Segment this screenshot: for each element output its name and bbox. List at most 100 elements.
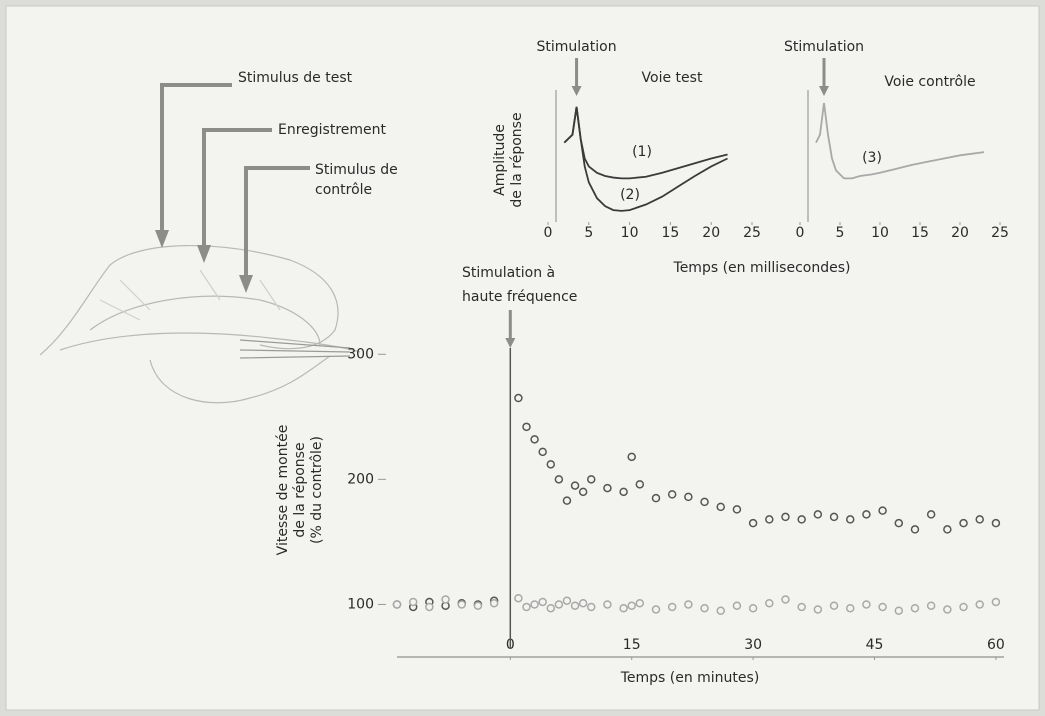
x-tick-label: 25 (743, 225, 761, 241)
diagram-label: Stimulus de test (238, 70, 353, 86)
x-tick-label: 20 (702, 225, 720, 241)
data-point (547, 461, 554, 468)
data-point (733, 506, 740, 513)
x-tick-label: 15 (623, 637, 641, 653)
data-point (531, 436, 538, 443)
x-tick-label: 20 (951, 225, 969, 241)
annotation-label: Stimulation (784, 39, 864, 55)
y-axis-label: de la réponse (292, 442, 308, 537)
data-point (458, 601, 465, 608)
y-axis-label: de la réponse (509, 112, 525, 207)
data-point (531, 601, 538, 608)
data-point (701, 605, 708, 612)
data-point (685, 601, 692, 608)
data-point (750, 520, 757, 527)
data-point (628, 453, 635, 460)
y-axis-label: Amplitude (492, 124, 508, 196)
x-tick-label: 15 (911, 225, 929, 241)
data-point (717, 607, 724, 614)
data-point (944, 526, 951, 533)
data-point (539, 598, 546, 605)
data-point (766, 600, 773, 607)
series-label: (3) (862, 150, 882, 166)
data-point (879, 603, 886, 610)
data-point (782, 596, 789, 603)
x-axis-label: Temps (en millisecondes) (673, 260, 851, 276)
x-tick-label: 15 (661, 225, 679, 241)
data-point (410, 598, 417, 605)
annotation-label: haute fréquence (462, 289, 577, 305)
x-tick-label: 10 (871, 225, 889, 241)
data-point (911, 605, 918, 612)
data-point (491, 600, 498, 607)
data-point (580, 488, 587, 495)
diagram-label: Enregistrement (278, 122, 387, 138)
data-point (733, 602, 740, 609)
data-point (863, 601, 870, 608)
data-point (976, 601, 983, 608)
data-point (814, 606, 821, 613)
x-axis-label: Temps (en minutes) (620, 670, 760, 686)
data-point (604, 601, 611, 608)
data-point (669, 603, 676, 610)
y-axis-label: (% du contrôle) (309, 436, 325, 544)
x-tick-label: 10 (621, 225, 639, 241)
x-tick-label: 5 (584, 225, 593, 241)
data-point (394, 601, 401, 608)
data-point (620, 488, 627, 495)
y-tick-label: 100 (347, 596, 374, 612)
data-point (563, 597, 570, 604)
diagram-label: contrôle (315, 182, 372, 198)
data-point (685, 493, 692, 500)
figure: Stimulus de test Enregistrement Stimulus d… (0, 0, 1045, 716)
data-point (944, 606, 951, 613)
data-point (895, 607, 902, 614)
series-label: (2) (620, 187, 640, 203)
data-point (814, 511, 821, 518)
data-point (798, 516, 805, 523)
data-point (911, 526, 918, 533)
annotation-label: Stimulation à (462, 265, 555, 281)
data-point (588, 603, 595, 610)
data-point (863, 511, 870, 518)
data-point (426, 603, 433, 610)
data-point (523, 423, 530, 430)
data-point (442, 596, 449, 603)
data-point (572, 602, 579, 609)
data-point (555, 601, 562, 608)
data-point (555, 476, 562, 483)
y-axis-label: Vitesse de montée (275, 425, 291, 556)
data-point (628, 602, 635, 609)
data-point (831, 602, 838, 609)
x-tick-label: 45 (866, 637, 884, 653)
series-label: (1) (632, 144, 652, 160)
annotation-label: Stimulation (537, 39, 617, 55)
data-point (717, 503, 724, 510)
data-point (636, 481, 643, 488)
data-point (879, 507, 886, 514)
diagram-label: Stimulus de (315, 162, 398, 178)
data-point (992, 598, 999, 605)
data-point (895, 520, 902, 527)
data-point (847, 605, 854, 612)
y-tick-label: 200 (347, 471, 374, 487)
data-point (928, 602, 935, 609)
data-point (588, 476, 595, 483)
data-point (572, 482, 579, 489)
data-point (831, 513, 838, 520)
data-point (563, 497, 570, 504)
x-tick-label: 0 (544, 225, 553, 241)
data-point (750, 605, 757, 612)
data-point (474, 602, 481, 609)
x-tick-label: 30 (744, 637, 762, 653)
data-point (701, 498, 708, 505)
data-point (782, 513, 789, 520)
data-point (928, 511, 935, 518)
data-point (604, 485, 611, 492)
y-tick-label: 300 (347, 346, 374, 362)
data-point (636, 600, 643, 607)
data-point (652, 495, 659, 502)
data-point (652, 606, 659, 613)
data-point (669, 491, 676, 498)
data-point (515, 595, 522, 602)
